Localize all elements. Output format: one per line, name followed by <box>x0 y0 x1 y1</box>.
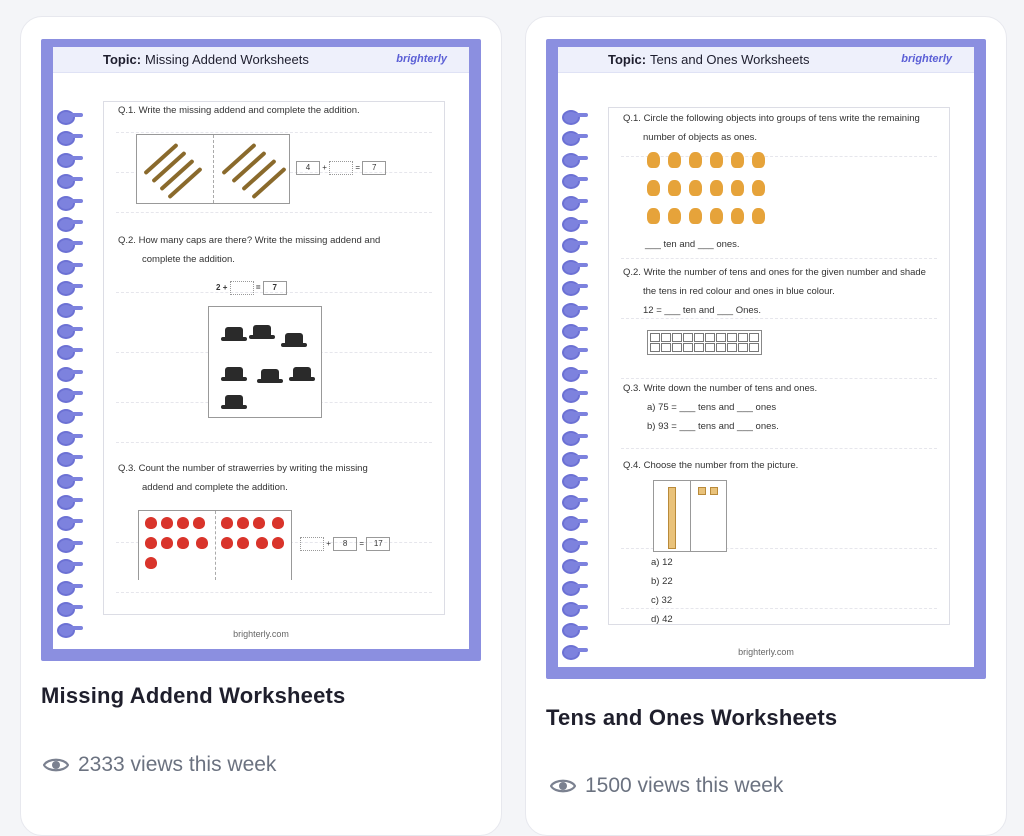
worksheet-card-tens-and-ones[interactable]: Topic: Tens and Ones Worksheets brighter… <box>525 16 1007 836</box>
question-3: Q.3. Count the number of strawerries by … <box>118 463 368 474</box>
views-count: 1500 views this week <box>550 774 783 798</box>
worksheet-header: Topic: Tens and Ones Worksheets brighter… <box>558 47 974 73</box>
caps-picture <box>208 306 322 418</box>
question-2: Q.2. How many caps are there? Write the … <box>118 235 381 246</box>
brighterly-logo: brighterly <box>901 53 952 65</box>
tens-grid <box>647 330 762 355</box>
topic-label: Topic: <box>608 52 647 67</box>
worksheet-page: Topic: Missing Addend Worksheets brighte… <box>53 47 469 649</box>
strawberries-picture <box>138 510 292 580</box>
topic-label: Topic: <box>103 52 142 67</box>
brighterly-logo: brighterly <box>396 53 447 65</box>
worksheet-page: Topic: Tens and Ones Worksheets brighter… <box>558 47 974 667</box>
worksheet-footer-url: brighterly.com <box>233 629 289 639</box>
q3-equation: + 8 = 17 <box>300 536 391 551</box>
question-1: Q.1. Write the missing addend and comple… <box>118 105 360 116</box>
q2-equation: 2 + = 7 <box>216 280 287 295</box>
spiral-binding <box>49 105 89 640</box>
option-c: c) 32 <box>651 595 673 606</box>
option-b: b) 22 <box>651 576 673 587</box>
eye-icon <box>43 758 69 772</box>
q1-equation: 4 + = 7 <box>296 160 387 175</box>
card-title[interactable]: Tens and Ones Worksheets <box>546 705 838 730</box>
question-2: Q.2. Write the number of tens and ones f… <box>623 267 926 278</box>
worksheet-thumbnail[interactable]: Topic: Missing Addend Worksheets brighte… <box>41 39 481 661</box>
worksheet-content: Q.1. Circle the following objects into g… <box>608 107 950 625</box>
card-title[interactable]: Missing Addend Worksheets <box>41 683 346 708</box>
views-count: 2333 views this week <box>43 753 276 777</box>
worksheet-thumbnail[interactable]: Topic: Tens and Ones Worksheets brighter… <box>546 39 986 679</box>
base-ten-picture <box>653 480 727 552</box>
question-4: Q.4. Choose the number from the picture. <box>623 460 799 471</box>
views-label: 2333 views this week <box>78 753 277 776</box>
worksheet-content: Q.1. Write the missing addend and comple… <box>103 101 445 615</box>
pencils-picture <box>136 134 290 204</box>
question-3: Q.3. Write down the number of tens and o… <box>623 383 818 394</box>
views-label: 1500 views this week <box>585 774 784 797</box>
spiral-binding <box>554 105 594 661</box>
eye-icon <box>550 779 576 793</box>
topic-name: Tens and Ones Worksheets <box>650 52 810 67</box>
worksheet-card-missing-addend[interactable]: Topic: Missing Addend Worksheets brighte… <box>20 16 502 836</box>
worksheet-header: Topic: Missing Addend Worksheets brighte… <box>53 47 469 73</box>
question-1: Q.1. Circle the following objects into g… <box>623 113 920 124</box>
bears-picture <box>643 152 769 236</box>
topic-name: Missing Addend Worksheets <box>145 52 309 67</box>
option-a: a) 12 <box>651 557 673 568</box>
worksheet-footer-url: brighterly.com <box>738 647 794 657</box>
option-d: d) 42 <box>651 614 673 625</box>
